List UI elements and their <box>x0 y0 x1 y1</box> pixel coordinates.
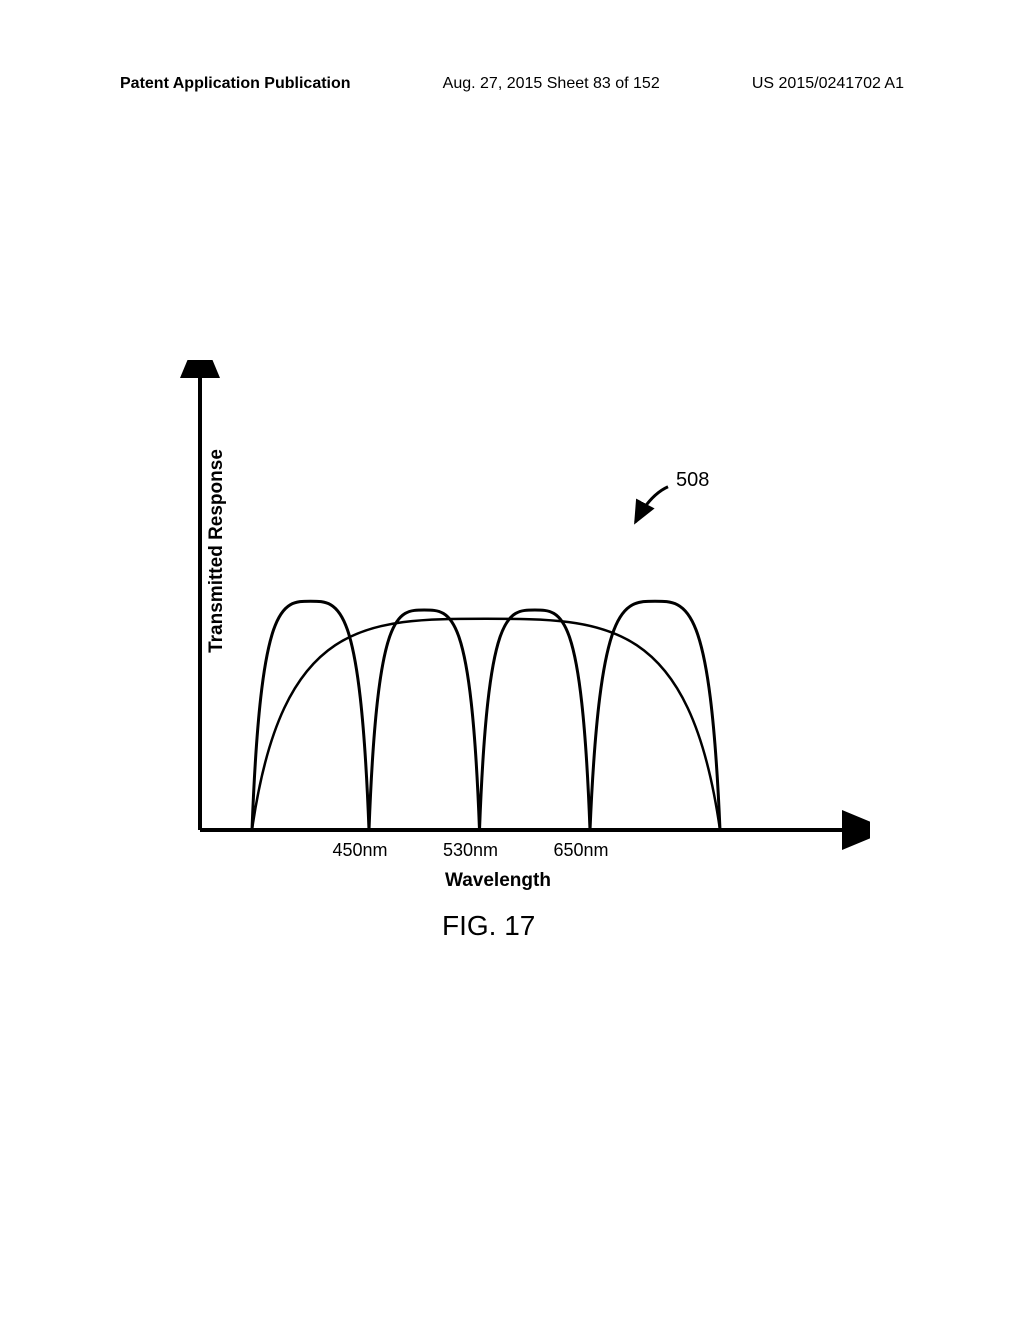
x-tick-530nm: 530nm <box>443 840 498 861</box>
header-publication: Patent Application Publication <box>120 75 351 93</box>
page-header: Patent Application Publication Aug. 27, … <box>0 75 1024 93</box>
x-axis-label: Wavelength <box>445 870 551 892</box>
callout-arrow-icon <box>636 487 669 522</box>
chart-container <box>150 360 870 880</box>
x-tick-650nm: 650nm <box>554 840 609 861</box>
callout-ref-label: 508 <box>676 469 709 492</box>
header-patent-number: US 2015/0241702 A1 <box>752 75 904 93</box>
lobes-curve <box>252 601 720 830</box>
x-tick-450nm: 450nm <box>333 840 388 861</box>
header-date-sheet: Aug. 27, 2015 Sheet 83 of 152 <box>443 75 660 93</box>
figure-label: FIG. 17 <box>442 910 535 942</box>
response-chart <box>150 360 870 880</box>
